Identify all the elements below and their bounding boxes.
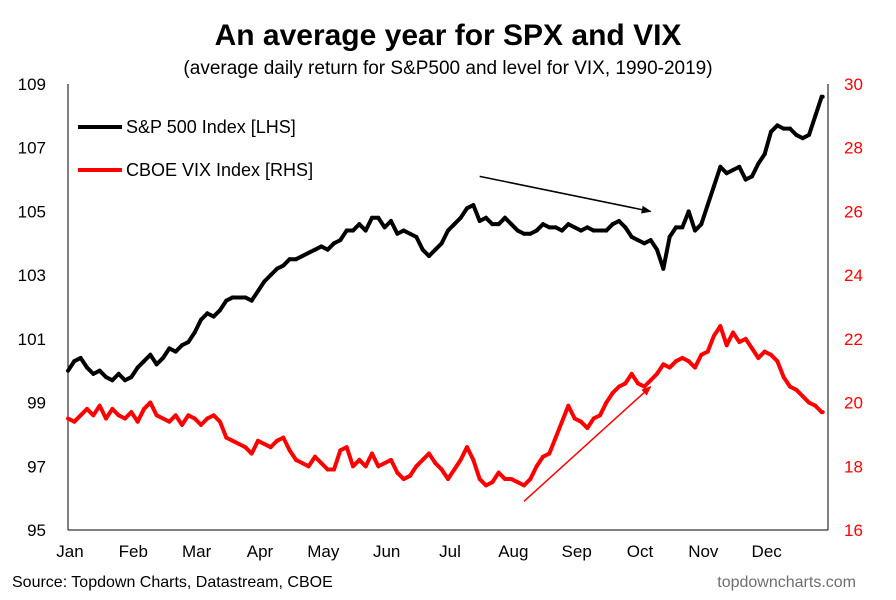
spx-51: [389, 218, 400, 236]
x-tick-label: May: [307, 542, 340, 561]
spx-20: [192, 317, 203, 335]
vix-101: [705, 333, 716, 354]
vix-77: [553, 419, 564, 440]
left-tick-labels: 95 97 99 101 103 105 107 109: [18, 75, 46, 540]
spx-102: [712, 164, 723, 188]
vix-63: [465, 445, 476, 462]
vix-78: [560, 403, 571, 424]
x-tick-label: Oct: [627, 542, 654, 561]
vix-79: [566, 403, 577, 421]
vix-44: [344, 445, 355, 469]
x-tick-label: Nov: [688, 542, 719, 561]
left-tick-label: 95: [27, 521, 46, 540]
left-tick-label: 109: [18, 75, 46, 94]
x-tick-label: Mar: [182, 542, 212, 561]
vix-76: [547, 435, 558, 456]
right-tick-label: 28: [844, 139, 863, 158]
right-tick-label: 26: [844, 202, 863, 221]
right-tick-label: 22: [844, 330, 863, 349]
spx-55: [414, 234, 425, 252]
left-tick-label: 103: [18, 266, 46, 285]
vix-73: [528, 464, 539, 482]
spx-64: [471, 203, 482, 223]
left-tick-label: 105: [18, 202, 46, 221]
x-tick-label: Dec: [752, 542, 783, 561]
spx-108: [750, 161, 761, 179]
right-tick-label: 20: [844, 394, 863, 413]
vix-103: [718, 324, 729, 348]
x-tick-label: Apr: [247, 542, 274, 561]
vix-5: [97, 403, 108, 421]
spx-94: [661, 234, 672, 271]
left-tick-label: 107: [18, 139, 46, 158]
spx-101: [705, 183, 716, 208]
vix-34: [281, 435, 292, 453]
vix-48: [370, 451, 381, 469]
right-tick-label: 24: [844, 266, 863, 285]
vix-11: [135, 406, 146, 424]
spx-98: [686, 209, 697, 233]
legend-label-spx: S&P 500 Index [LHS]: [126, 117, 296, 137]
x-tick-label: Feb: [119, 542, 148, 561]
spx-118: [813, 94, 824, 118]
right-tick-label: 16: [844, 521, 863, 540]
spx-110: [762, 129, 773, 157]
legend: S&P 500 Index [LHS] CBOE VIX Index [RHS]: [78, 117, 313, 180]
right-tick-label: 18: [844, 457, 863, 476]
x-tick-label: Aug: [498, 542, 528, 561]
left-tick-label: 101: [18, 330, 46, 349]
vix-29: [249, 438, 260, 456]
vix-13: [148, 400, 159, 418]
legend-label-vix: CBOE VIX Index [RHS]: [126, 160, 313, 180]
spx-117: [807, 113, 818, 137]
x-tick-label: Jul: [439, 542, 461, 561]
x-tick-label: Jun: [373, 542, 400, 561]
chart-subtitle: (average daily return for S&P500 and lev…: [183, 58, 712, 79]
annotation-arrows: [479, 175, 652, 502]
left-tick-label: 99: [27, 394, 46, 413]
x-tick-labels: Jan Feb Mar Apr May Jun Jul Aug Sep Oct …: [56, 542, 782, 561]
spx-47: [363, 215, 374, 233]
spx-arrow: [479, 175, 652, 214]
right-tick-labels: 16 18 20 22 24 26 28 30: [844, 75, 863, 540]
vix-64: [471, 457, 482, 482]
source-note: Source: Topdown Charts, Datastream, CBOE: [12, 574, 333, 591]
x-tick-label: Sep: [562, 542, 592, 561]
vix-84: [598, 400, 609, 418]
vix-112: [775, 359, 786, 380]
spx-106: [737, 164, 748, 182]
x-tick-label: Jan: [56, 542, 83, 561]
vix-24: [218, 419, 229, 440]
spx-100: [699, 203, 710, 227]
chart-title: An average year for SPX and VIX: [215, 19, 682, 52]
vix-51: [389, 457, 400, 475]
vix-42: [332, 448, 343, 472]
right-tick-label: 30: [844, 75, 863, 94]
spx-series: [66, 94, 825, 383]
vix-104: [724, 330, 735, 348]
left-tick-label: 97: [27, 457, 46, 476]
vix-99: [693, 352, 704, 370]
spx-59: [439, 228, 450, 246]
vix-arrow: [523, 385, 652, 502]
vix-series: [66, 324, 825, 488]
watermark: topdowncharts.com: [717, 574, 856, 591]
